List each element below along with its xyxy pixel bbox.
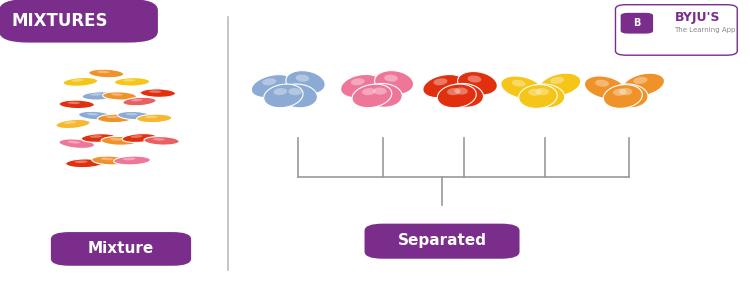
Ellipse shape: [264, 84, 303, 108]
Ellipse shape: [87, 113, 98, 115]
Ellipse shape: [118, 111, 151, 120]
Ellipse shape: [79, 111, 112, 120]
Ellipse shape: [433, 78, 448, 85]
Ellipse shape: [59, 100, 94, 108]
Ellipse shape: [536, 88, 549, 95]
Ellipse shape: [501, 76, 543, 99]
FancyBboxPatch shape: [0, 0, 158, 43]
Ellipse shape: [123, 158, 136, 160]
Ellipse shape: [526, 84, 565, 108]
Ellipse shape: [88, 69, 124, 78]
Ellipse shape: [66, 159, 103, 168]
Ellipse shape: [528, 89, 542, 96]
Ellipse shape: [90, 135, 102, 138]
Ellipse shape: [519, 85, 557, 108]
Ellipse shape: [603, 85, 642, 108]
Ellipse shape: [619, 88, 632, 95]
Ellipse shape: [100, 158, 113, 160]
Ellipse shape: [458, 72, 497, 95]
Ellipse shape: [550, 77, 564, 84]
Ellipse shape: [106, 116, 118, 118]
Ellipse shape: [296, 75, 309, 82]
Ellipse shape: [126, 113, 137, 115]
Text: BYJU'S: BYJU'S: [674, 11, 720, 24]
Ellipse shape: [512, 80, 526, 87]
Ellipse shape: [136, 114, 172, 123]
Ellipse shape: [288, 88, 302, 95]
Ellipse shape: [92, 156, 128, 165]
Text: The Learning App: The Learning App: [674, 27, 736, 33]
Ellipse shape: [131, 99, 142, 101]
Ellipse shape: [75, 160, 88, 163]
Ellipse shape: [123, 97, 156, 106]
Ellipse shape: [454, 87, 468, 95]
Ellipse shape: [68, 141, 80, 143]
Ellipse shape: [63, 78, 98, 86]
Ellipse shape: [374, 87, 387, 95]
Ellipse shape: [613, 89, 626, 96]
Ellipse shape: [447, 88, 460, 95]
Ellipse shape: [90, 93, 102, 96]
Ellipse shape: [445, 83, 484, 107]
Text: MIXTURES: MIXTURES: [12, 12, 108, 30]
Ellipse shape: [539, 73, 580, 96]
Ellipse shape: [115, 78, 150, 86]
Text: Separated: Separated: [398, 233, 487, 248]
Ellipse shape: [114, 156, 151, 165]
Ellipse shape: [251, 75, 293, 98]
FancyBboxPatch shape: [364, 224, 520, 259]
Ellipse shape: [286, 71, 326, 94]
Ellipse shape: [149, 90, 161, 93]
Ellipse shape: [98, 71, 109, 73]
Ellipse shape: [68, 102, 80, 104]
Ellipse shape: [584, 76, 626, 99]
Ellipse shape: [437, 84, 476, 108]
Text: Mixture: Mixture: [88, 241, 154, 256]
Ellipse shape: [340, 74, 381, 98]
Ellipse shape: [110, 138, 123, 141]
Ellipse shape: [610, 84, 648, 108]
FancyBboxPatch shape: [51, 232, 191, 266]
Ellipse shape: [103, 92, 136, 100]
Ellipse shape: [595, 80, 609, 87]
Ellipse shape: [144, 137, 179, 145]
Ellipse shape: [279, 84, 317, 108]
Ellipse shape: [274, 88, 287, 95]
FancyBboxPatch shape: [616, 5, 737, 55]
Ellipse shape: [467, 76, 482, 83]
Ellipse shape: [123, 79, 136, 82]
Ellipse shape: [81, 134, 116, 142]
Ellipse shape: [633, 77, 647, 84]
Ellipse shape: [152, 138, 165, 141]
Ellipse shape: [262, 78, 276, 85]
Ellipse shape: [352, 84, 392, 108]
Ellipse shape: [364, 83, 402, 107]
Ellipse shape: [140, 89, 176, 97]
Ellipse shape: [362, 88, 376, 95]
Ellipse shape: [59, 139, 94, 148]
Ellipse shape: [82, 92, 116, 100]
Ellipse shape: [146, 116, 158, 118]
Ellipse shape: [384, 75, 398, 82]
Ellipse shape: [130, 135, 142, 138]
FancyBboxPatch shape: [621, 13, 653, 34]
Ellipse shape: [71, 79, 83, 82]
Ellipse shape: [122, 133, 157, 143]
Ellipse shape: [423, 74, 464, 98]
Ellipse shape: [56, 119, 90, 129]
Ellipse shape: [101, 136, 138, 145]
Ellipse shape: [98, 114, 133, 123]
Ellipse shape: [622, 73, 664, 96]
Ellipse shape: [374, 71, 413, 94]
Ellipse shape: [351, 78, 364, 85]
Text: B: B: [633, 18, 640, 28]
Ellipse shape: [64, 121, 76, 124]
Ellipse shape: [111, 93, 123, 96]
